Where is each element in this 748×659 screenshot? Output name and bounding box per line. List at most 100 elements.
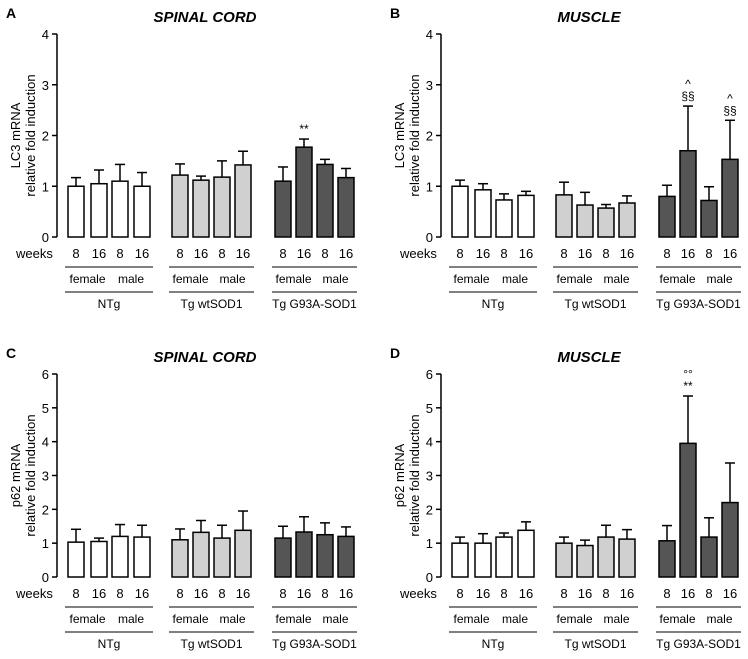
y-tick-label: 1 [42,536,49,551]
y-tick-label: 5 [426,401,433,416]
y-tick-label: 6 [426,367,433,382]
bar [193,532,209,577]
week-tick-label: 16 [723,246,737,261]
bar [296,532,312,577]
week-tick-label: 16 [476,246,490,261]
week-tick-label: 16 [194,586,208,601]
genotype-label: NTg [98,297,121,311]
week-tick-label: 16 [135,586,149,601]
genotype-label: Tg G93A-SOD1 [272,297,357,311]
y-tick-label: 3 [426,469,433,484]
bar [701,537,717,577]
y-tick-label: 1 [426,179,433,194]
panel-letter: A [6,5,16,21]
bar [577,205,593,237]
week-tick-label: 8 [500,586,507,601]
weeks-label: weeks [399,246,437,261]
y-tick-label: 3 [426,78,433,93]
week-tick-label: 8 [500,246,507,261]
bar [134,186,150,237]
sex-label: female [172,612,208,626]
y-tick-label: 3 [42,78,49,93]
sex-label: female [275,272,311,286]
week-tick-label: 16 [578,586,592,601]
panel-c: C SPINAL CORDp62 mRNA relative fold induct… [6,345,357,651]
sex-label: male [118,612,144,626]
bar [659,196,675,237]
sex-label: female [659,272,695,286]
week-tick-label: 8 [279,246,286,261]
weeks-label: weeks [15,246,53,261]
week-tick-label: 16 [236,586,250,601]
bar [296,147,312,237]
week-tick-label: 16 [681,246,695,261]
genotype-label: Tg wtSOD1 [564,297,626,311]
week-tick-label: 16 [236,246,250,261]
panel-b: B MUSCLE LC3 mRNA relative fold induction 0 1… [390,5,741,311]
week-tick-label: 8 [602,586,609,601]
bar [701,200,717,237]
significance-marker: §§ [681,89,694,103]
bar [518,530,534,577]
week-tick-label: 16 [92,586,106,601]
week-tick-label: 16 [92,246,106,261]
genotype-label: Tg wtSOD1 [564,637,626,651]
week-tick-label: 8 [456,586,463,601]
y-axis-label: p62 mRNA [8,443,23,507]
genotype-label: Tg wtSOD1 [180,297,242,311]
bar [214,177,230,237]
week-tick-label: 16 [519,246,533,261]
week-tick-label: 8 [705,586,712,601]
bar [496,200,512,237]
bar [317,164,333,237]
sex-label: male [219,272,245,286]
sex-label: male [706,272,732,286]
y-tick-label: 6 [42,367,49,382]
y-tick-label: 3 [42,469,49,484]
week-tick-label: 16 [620,586,634,601]
bar [317,535,333,577]
bar [235,165,251,237]
bar [452,543,468,577]
sex-label: female [556,612,592,626]
significance-marker: ** [683,379,693,393]
y-tick-label: 2 [426,129,433,144]
bar [722,503,738,577]
week-tick-label: 16 [297,246,311,261]
week-tick-label: 8 [176,246,183,261]
weeks-label: weeks [15,586,53,601]
sex-label: male [603,612,629,626]
sex-label: female [69,272,105,286]
bar [556,195,572,237]
y-tick-label: 4 [426,27,433,42]
bar [556,543,572,577]
week-tick-label: 16 [723,586,737,601]
genotype-label: NTg [482,637,505,651]
bar [659,541,675,577]
y-tick-label: 0 [42,570,49,585]
genotype-label: Tg wtSOD1 [180,637,242,651]
panel-letter: B [390,5,400,21]
week-tick-label: 8 [176,586,183,601]
y-tick-label: 1 [42,179,49,194]
week-tick-label: 8 [602,246,609,261]
week-tick-label: 8 [72,246,79,261]
week-tick-label: 8 [72,586,79,601]
panel-d: D MUSCLEp62 mRNA relative fold induction01… [390,345,741,651]
panel-letter: D [390,345,400,361]
bar [680,151,696,237]
bar [68,186,84,237]
bar [598,537,614,577]
bar [91,184,107,237]
panel-a: A SPINAL CORD LC3 mRNA relative fold induct… [6,5,357,311]
sex-label: female [275,612,311,626]
bar [68,542,84,577]
week-tick-label: 16 [135,246,149,261]
bar [112,536,128,577]
y-axis-label: LC3 mRNA [8,102,23,168]
significance-marker: ** [299,122,309,136]
sex-label: male [706,612,732,626]
weeks-label: weeks [399,586,437,601]
week-tick-label: 16 [339,246,353,261]
bar [619,203,635,237]
